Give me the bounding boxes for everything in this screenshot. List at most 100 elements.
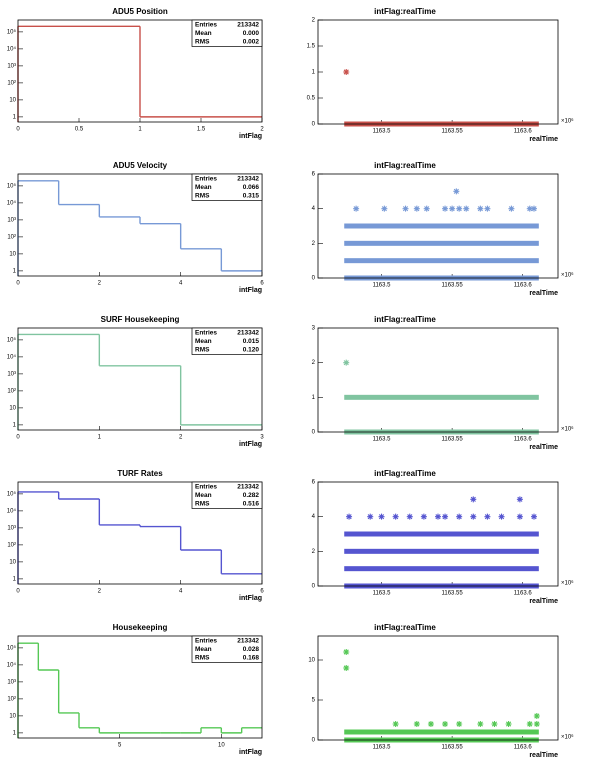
point [516, 496, 523, 503]
point [491, 721, 498, 727]
x-tick-label: 0 [16, 281, 20, 287]
y-tick-label: 10³ [7, 217, 16, 223]
chart-title: intFlag:realTime [374, 161, 436, 170]
y-tick-label: 4 [312, 206, 316, 212]
x-tick-label: 1163.55 [441, 437, 463, 443]
point [402, 205, 409, 212]
scatter-panel: intFlag:realTime 0 2 4 6 1163.5 1163.55 1163.6 ×… [312, 161, 575, 297]
x-tick-label: 6 [260, 281, 264, 287]
y-tick-label: 10 [9, 713, 16, 719]
y-tick-label: 1 [312, 395, 316, 401]
scatter-panel: intFlag:realTime 0 0.5 1 1.5 2 1163.5 1163.55 11… [307, 7, 575, 143]
x-tick-label: 1163.55 [441, 745, 463, 751]
stats-box [191, 173, 263, 201]
point [533, 713, 540, 719]
x-tick-label: 1163.5 [373, 745, 392, 751]
point [453, 188, 460, 195]
stats-name: RMS [195, 192, 210, 199]
y-tick-label: 1 [13, 422, 17, 428]
plot-frame [17, 481, 263, 585]
x-tick-label: 3 [260, 435, 264, 441]
x-tick-label: 0 [16, 589, 20, 595]
stats-name: Entries [195, 329, 217, 336]
point [477, 721, 484, 727]
point [498, 513, 505, 520]
x-tick-label: 2 [179, 435, 183, 441]
x-axis-label: intFlag [239, 133, 262, 140]
x-axis-label: intFlag [239, 749, 262, 756]
stats-value: 0.000 [243, 30, 260, 37]
x-exponent: ×10⁶ [561, 118, 574, 125]
x-tick-label: 1 [98, 435, 102, 441]
point [505, 721, 512, 727]
x-exponent: ×10⁶ [561, 580, 574, 587]
x-tick-label: 1163.5 [373, 129, 392, 135]
y-tick-label: 1.5 [307, 44, 316, 50]
y-tick-label: 2 [312, 549, 316, 555]
x-tick-label: 1.5 [197, 127, 206, 133]
point [508, 205, 515, 212]
y-tick-label: 10⁵ [7, 336, 17, 343]
chart-title: SURF Housekeeping [101, 315, 180, 324]
y-tick-label: 0 [312, 276, 316, 282]
y-tick-label: 2 [312, 360, 316, 366]
y-tick-label: 1 [312, 70, 316, 76]
point [456, 205, 463, 212]
y-tick-label: 10⁴ [7, 507, 17, 514]
x-tick-label: 2 [98, 589, 102, 595]
stats-name: Mean [195, 184, 212, 191]
point [378, 513, 385, 520]
x-tick-label: 1163.6 [514, 437, 533, 443]
stats-box [191, 327, 263, 355]
x-tick-label: 2 [98, 281, 102, 287]
point [533, 721, 540, 727]
stats-name: RMS [195, 346, 210, 353]
chart-title: Housekeeping [113, 623, 168, 632]
point-band [344, 729, 539, 735]
x-tick-label: 1163.6 [514, 129, 533, 135]
y-tick-label: 10 [9, 97, 16, 103]
y-tick-label: 5 [312, 698, 316, 704]
y-tick-label: 10⁵ [7, 28, 17, 35]
histogram-panel: ADU5 Position 1 10 10² 10³ 10⁴ 10⁵ 0 0.5 1 1.5 2int… [7, 7, 265, 140]
y-tick-label: 10² [7, 696, 16, 702]
stats-name: Mean [195, 338, 212, 345]
histogram-panel: Housekeeping 1 10 10² 10³ 10⁴ 10⁵ 5 10 intFlag Ent… [7, 623, 263, 756]
y-tick-label: 1 [13, 114, 17, 120]
point [423, 205, 430, 212]
scatter-panel: intFlag:realTime 0 2 4 6 1163.5 1163.55 1163.6 ×… [312, 469, 575, 605]
stats-value: 0.282 [243, 492, 260, 499]
point-band [344, 223, 539, 229]
y-tick-label: 10³ [7, 679, 16, 685]
x-tick-label: 5 [118, 743, 122, 749]
y-tick-label: 10³ [7, 371, 16, 377]
x-axis-label: intFlag [239, 441, 262, 448]
plot-frame [317, 327, 559, 433]
point [470, 496, 477, 503]
point [442, 721, 449, 727]
x-axis-label: realTime [529, 752, 558, 759]
stats-name: Entries [195, 175, 217, 182]
stats-name: Entries [195, 637, 217, 644]
stats-box [191, 19, 263, 47]
point [531, 513, 537, 520]
point [392, 721, 399, 727]
point [381, 205, 388, 212]
y-tick-label: 10² [7, 80, 16, 86]
point-band [344, 258, 539, 264]
stats-name: RMS [195, 38, 210, 45]
x-tick-label: 1163.55 [441, 283, 463, 289]
y-tick-label: 2 [312, 18, 316, 24]
point [484, 513, 491, 520]
y-tick-label: 10⁴ [7, 199, 17, 206]
x-tick-label: 1163.5 [373, 437, 392, 443]
point [435, 513, 441, 520]
x-tick-label: 0 [16, 127, 20, 133]
x-exponent: ×10⁶ [561, 734, 574, 741]
y-tick-label: 10² [7, 542, 16, 548]
stats-name: Entries [195, 21, 217, 28]
stats-value: 0.315 [243, 192, 260, 199]
y-tick-label: 10⁴ [7, 661, 17, 668]
